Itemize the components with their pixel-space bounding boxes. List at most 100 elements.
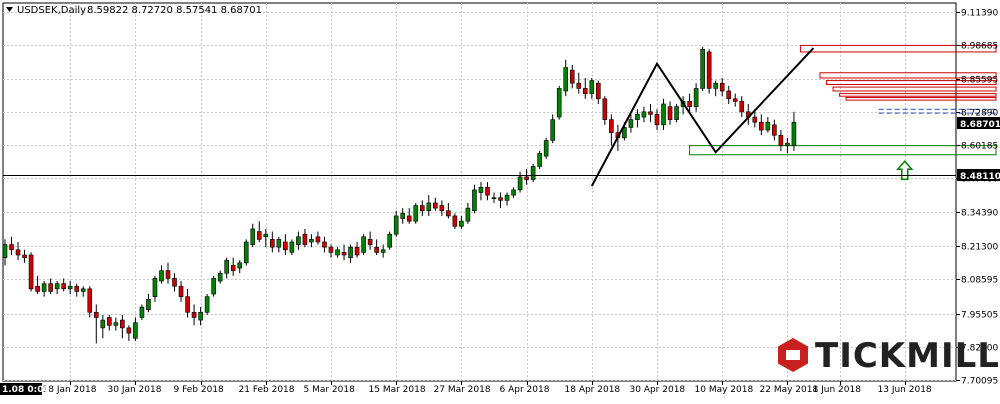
y-tick-label: 7.82800 bbox=[961, 344, 998, 354]
candle-body-bullish bbox=[309, 239, 314, 243]
candle bbox=[413, 202, 419, 224]
candle bbox=[172, 273, 177, 292]
pattern-overlay bbox=[590, 47, 914, 187]
candle bbox=[537, 150, 542, 170]
candle-body-bearish bbox=[328, 246, 334, 253]
candle-body-bearish bbox=[706, 51, 712, 89]
candle-body-bullish bbox=[289, 241, 295, 253]
candles bbox=[2, 46, 797, 344]
candle-body-bearish bbox=[61, 283, 66, 290]
candle-body-bullish bbox=[511, 189, 516, 196]
x-tick-label: 13 Jun 2018 bbox=[878, 385, 932, 395]
candle-body-bearish bbox=[74, 285, 80, 292]
resistance-zone bbox=[826, 80, 997, 85]
candle-body-bullish bbox=[67, 285, 73, 290]
candle-body-bullish bbox=[693, 88, 699, 107]
candle-body-bullish bbox=[491, 197, 497, 200]
candle-body-bearish bbox=[9, 244, 14, 251]
candle-body-bullish bbox=[296, 236, 301, 245]
candle-body-bearish bbox=[230, 265, 236, 271]
candle-body-bearish bbox=[354, 246, 360, 256]
candle-body-bearish bbox=[120, 319, 125, 329]
candle-body-bullish bbox=[198, 311, 203, 321]
y-tick-label: 9.11390 bbox=[961, 9, 998, 19]
candle bbox=[472, 184, 477, 214]
x-tick-label: 10 May 2018 bbox=[695, 385, 754, 395]
candle bbox=[380, 244, 386, 258]
candle-body-bullish bbox=[661, 103, 666, 126]
candle bbox=[328, 244, 334, 258]
candle-body-bullish bbox=[2, 244, 8, 258]
candle bbox=[185, 288, 190, 318]
tickmill-logo: TICKMILL bbox=[778, 336, 999, 376]
candle-body-bearish bbox=[48, 283, 53, 292]
candle-body-bearish bbox=[107, 317, 112, 326]
candle bbox=[387, 231, 392, 250]
candle bbox=[530, 163, 536, 183]
chart-header: USDSEK,Daily 8.59822 8.72720 8.57541 8.6… bbox=[6, 5, 262, 16]
candle-body-bearish bbox=[732, 98, 738, 102]
candle bbox=[35, 275, 40, 295]
candle bbox=[752, 109, 758, 128]
candle-body-bearish bbox=[28, 254, 34, 290]
candle-body-bullish bbox=[263, 233, 269, 238]
candle bbox=[100, 314, 106, 339]
candle bbox=[315, 231, 321, 245]
candle-body-bullish bbox=[224, 259, 229, 274]
candle bbox=[706, 49, 712, 94]
candle bbox=[589, 77, 595, 99]
candle-body-bearish bbox=[498, 197, 503, 201]
candle-body-bullish bbox=[100, 319, 106, 329]
candle-body-bullish bbox=[146, 298, 151, 310]
candle bbox=[609, 114, 614, 146]
candle bbox=[191, 304, 197, 326]
candle bbox=[765, 117, 771, 133]
candle-body-bullish bbox=[550, 119, 555, 141]
candle bbox=[322, 236, 327, 253]
resistance-zone bbox=[845, 97, 997, 101]
candle-body-bullish bbox=[159, 270, 164, 282]
candle-body-bearish bbox=[719, 82, 725, 92]
candle bbox=[667, 101, 673, 125]
candle-body-bearish bbox=[739, 101, 745, 113]
resistance-zone bbox=[832, 86, 997, 92]
candle-body-bullish bbox=[113, 322, 119, 326]
x-tick-label: 18 Apr 2018 bbox=[565, 385, 621, 395]
candle bbox=[139, 304, 145, 321]
candle bbox=[439, 200, 445, 216]
candle bbox=[93, 304, 99, 344]
price-axis: 9.113908.986858.855958.728908.601858.474… bbox=[956, 9, 998, 387]
candle bbox=[341, 244, 347, 261]
y-tick-label: 8.34390 bbox=[961, 209, 998, 219]
candle-body-bullish bbox=[237, 262, 243, 269]
candle bbox=[426, 195, 432, 216]
candle-body-bearish bbox=[759, 121, 764, 131]
candle-body-bullish bbox=[54, 283, 60, 290]
candle bbox=[511, 187, 516, 198]
candle-body-bullish bbox=[426, 202, 432, 212]
candle bbox=[700, 46, 705, 91]
candle bbox=[80, 286, 86, 297]
candle bbox=[569, 64, 575, 89]
candle-body-bullish bbox=[335, 249, 340, 256]
candle-body-bullish bbox=[700, 49, 705, 89]
candle-body-bearish bbox=[367, 239, 373, 245]
x-tick-label: 22 May 2018 bbox=[760, 385, 819, 395]
crosshair-time-box bbox=[0, 383, 42, 395]
candle bbox=[504, 192, 510, 206]
candle-body-bullish bbox=[472, 189, 477, 212]
candle bbox=[146, 294, 151, 313]
candle-body-bullish bbox=[348, 246, 353, 258]
candle bbox=[54, 281, 60, 295]
candle-body-bearish bbox=[165, 270, 171, 279]
dropdown-arrow-icon[interactable] bbox=[6, 7, 13, 12]
candle bbox=[217, 270, 223, 284]
candle bbox=[524, 169, 529, 185]
candle-body-bullish bbox=[628, 119, 634, 128]
candle bbox=[159, 265, 164, 284]
candle bbox=[15, 241, 21, 261]
candle bbox=[550, 114, 555, 144]
candle-body-bearish bbox=[576, 82, 582, 89]
